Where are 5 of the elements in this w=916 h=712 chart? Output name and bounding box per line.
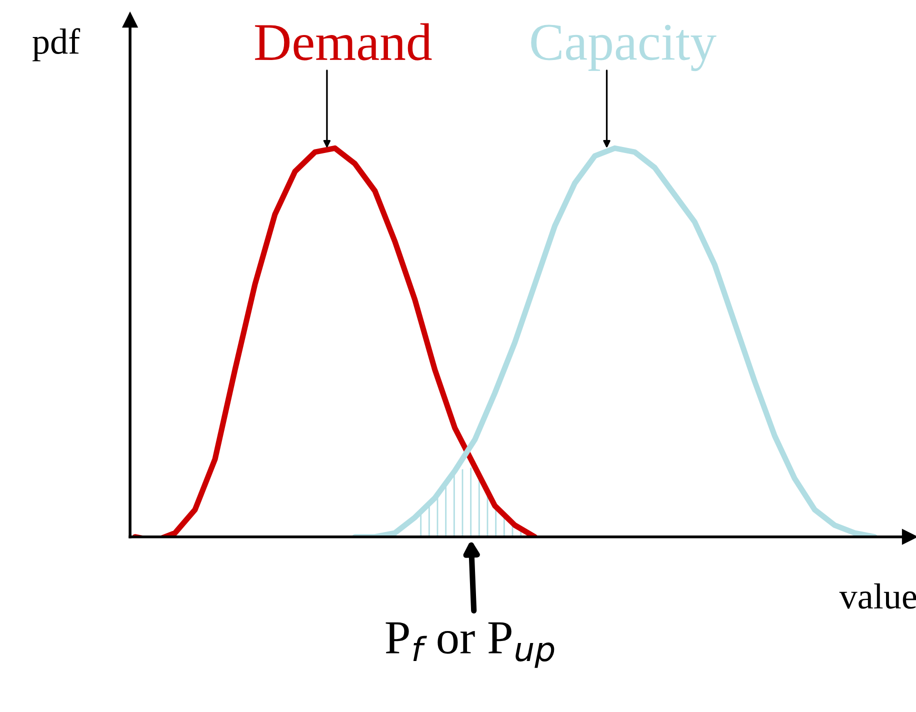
- x-axis-title: value: [839, 583, 916, 609]
- series-label: Capacity: [531, 24, 716, 72]
- text: P$_{f}$ or P$_{up}$: [386, 622, 554, 668]
- y-axis-title: pdf: [32, 28, 80, 62]
- text: Demand: [255, 23, 432, 60]
